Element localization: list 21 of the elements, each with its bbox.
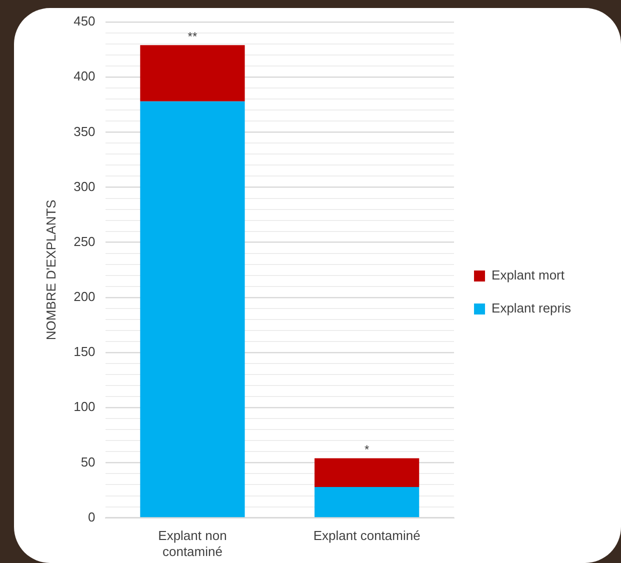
y-tick-label: 250 [74,234,96,249]
y-axis-title: NOMBRE D'EXPLANTS [43,199,58,340]
bar [314,458,420,487]
bar [314,486,420,518]
legend-label: Explant repris [492,300,572,316]
x-tick-label: Explant contaminé [313,528,420,544]
bar [140,45,245,102]
legend-label: Explant mort [492,268,565,283]
annotation: * [364,442,370,457]
y-tick-label: 450 [74,14,96,29]
y-tick-label: 50 [80,454,96,470]
y-tick-label: 200 [74,289,96,304]
bar [140,101,245,518]
x-tick-label: Explant non contaminé [158,528,227,559]
y-tick-label: 150 [74,344,96,360]
y-tick-label: 100 [74,399,96,414]
annotation: ** [188,29,198,44]
y-tick-label: 350 [74,124,96,139]
y-tick-label: 300 [74,178,96,194]
y-tick-label: 400 [74,68,96,84]
y-tick-label: 0 [88,509,96,524]
